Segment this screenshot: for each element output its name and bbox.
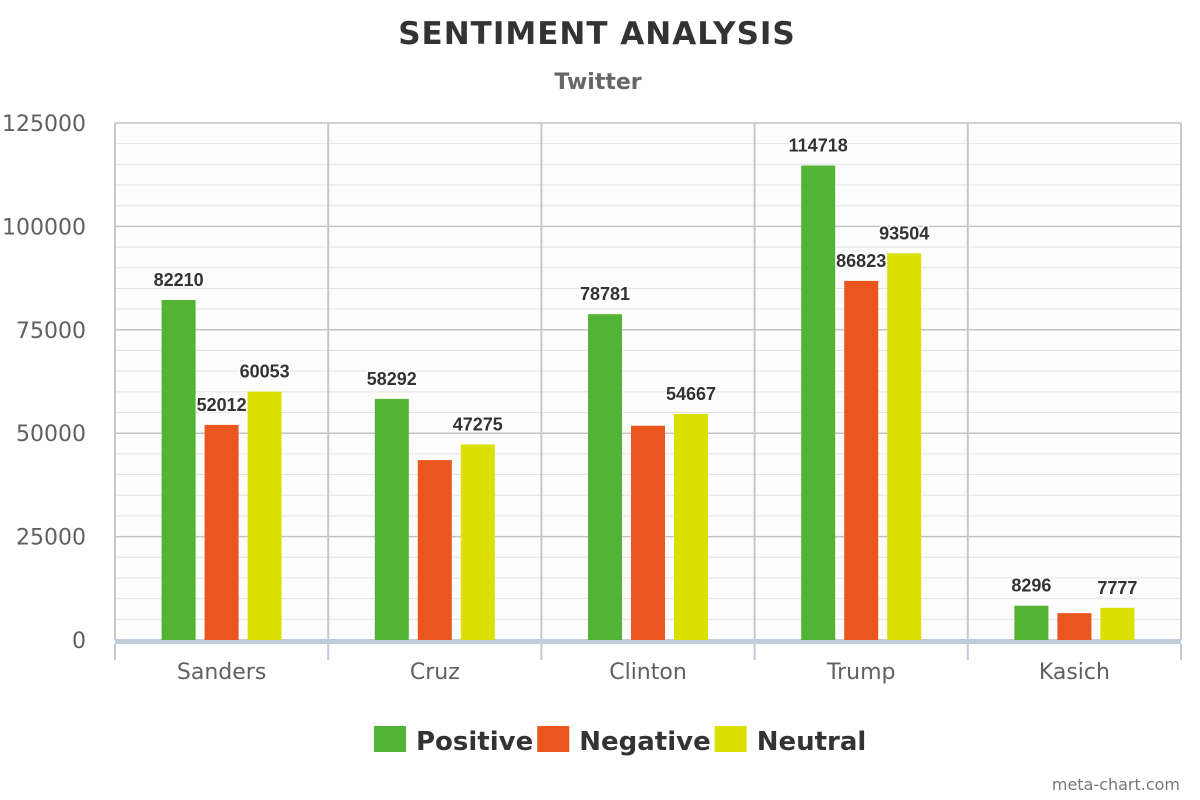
data-label-positive-kasich: 8296 xyxy=(1011,576,1051,596)
data-label-negative-sanders: 52012 xyxy=(197,395,247,415)
data-labels: 82210 52012 60053 58292 47275 78781 54667 11471… xyxy=(152,134,1139,599)
legend-swatch-negative xyxy=(537,726,570,752)
data-label-positive-sanders: 82210 xyxy=(154,270,204,290)
bar-neutral-sanders xyxy=(247,391,282,640)
x-tick-label: Cruz xyxy=(410,660,460,685)
data-label-neutral-clinton: 54667 xyxy=(666,384,716,404)
legend-label-negative: Negative xyxy=(579,727,710,757)
legend: Positive Negative Neutral xyxy=(374,726,866,757)
y-tick-label: 0 xyxy=(72,629,86,654)
y-tick-label: 100000 xyxy=(2,215,86,240)
data-label-negative-trump: 86823 xyxy=(836,251,886,271)
bar-neutral-cruz xyxy=(460,444,495,640)
bar-negative-kasich xyxy=(1057,613,1092,640)
y-axis-ticks: 0 25000 50000 75000 100000 125000 xyxy=(2,112,86,654)
legend-label-neutral: Neutral xyxy=(757,727,867,757)
bar-negative-cruz xyxy=(417,460,452,640)
bar-positive-trump xyxy=(801,165,836,640)
credit-text: meta-chart.com xyxy=(1052,775,1180,794)
y-tick-label: 50000 xyxy=(16,422,86,447)
bar-negative-trump xyxy=(844,280,879,640)
y-tick-label: 25000 xyxy=(16,526,86,551)
x-tick-label: Kasich xyxy=(1039,660,1110,685)
bar-positive-cruz xyxy=(374,398,409,640)
bars xyxy=(161,165,1135,640)
chart-title: SENTIMENT ANALYSIS xyxy=(398,16,796,52)
data-label-neutral-sanders: 60053 xyxy=(240,362,290,382)
data-label-positive-cruz: 58292 xyxy=(367,369,417,389)
y-tick-label: 75000 xyxy=(16,319,86,344)
data-label-positive-clinton: 78781 xyxy=(580,284,630,304)
x-tick-label: Clinton xyxy=(609,660,687,685)
bar-positive-clinton xyxy=(588,314,622,640)
legend-swatch-neutral xyxy=(714,726,747,752)
bar-neutral-clinton xyxy=(674,413,708,640)
x-tick-label: Trump xyxy=(826,660,896,685)
data-label-neutral-trump: 93504 xyxy=(879,223,929,243)
data-label-neutral-cruz: 47275 xyxy=(453,414,503,434)
bar-positive-kasich xyxy=(1014,605,1049,640)
data-label-neutral-kasich: 7777 xyxy=(1097,578,1137,598)
legend-label-positive: Positive xyxy=(416,727,533,757)
chart-subtitle: Twitter xyxy=(554,70,641,95)
bar-neutral-kasich xyxy=(1100,607,1135,640)
bar-neutral-trump xyxy=(887,253,922,640)
x-axis-line xyxy=(115,639,1181,644)
bar-negative-clinton xyxy=(631,425,665,640)
y-tick-label: 125000 xyxy=(2,112,86,137)
bar-positive-sanders xyxy=(161,299,196,640)
data-label-positive-trump: 114718 xyxy=(789,136,848,156)
x-axis-ticks: Sanders Cruz Clinton Trump Kasich xyxy=(114,644,1182,685)
bar-negative-sanders xyxy=(204,424,239,640)
legend-swatch-positive xyxy=(374,726,406,752)
x-tick-label: Sanders xyxy=(177,660,266,685)
